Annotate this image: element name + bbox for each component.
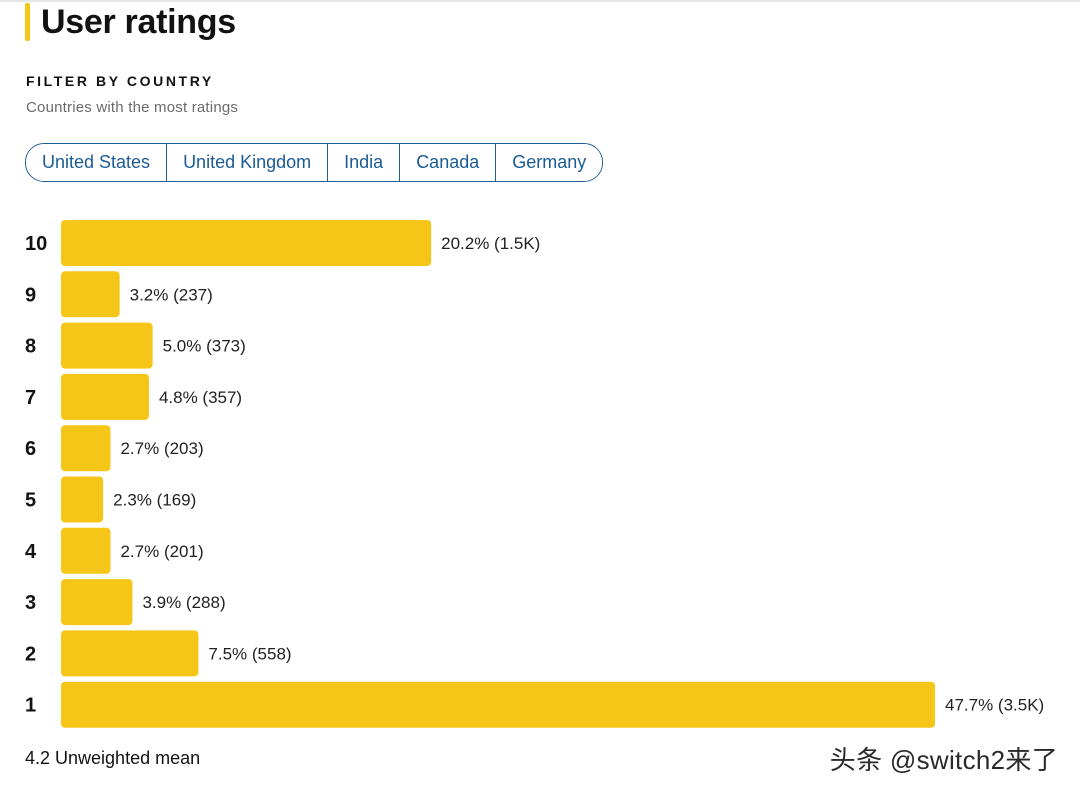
rating-bar-6[interactable] xyxy=(61,425,111,472)
rating-bar-7[interactable] xyxy=(61,373,149,420)
top-divider xyxy=(0,0,1080,2)
country-button-india[interactable]: India xyxy=(328,144,401,181)
rating-label-10: 10 xyxy=(25,233,47,255)
filter-heading: FILTER BY COUNTRY xyxy=(26,73,214,89)
rating-label-5: 5 xyxy=(25,490,36,512)
rating-label-1: 1 xyxy=(25,695,36,717)
country-filter-group: United States United Kingdom India Canad… xyxy=(25,143,604,182)
rating-label-3: 3 xyxy=(25,592,36,614)
value-label-9: 3.2% (237) xyxy=(130,285,213,304)
country-button-canada[interactable]: Canada xyxy=(400,144,497,181)
rating-label-6: 6 xyxy=(25,438,36,460)
value-label-6: 2.7% (203) xyxy=(120,439,203,458)
value-label-10: 20.2% (1.5K) xyxy=(441,234,540,253)
rating-bar-5[interactable] xyxy=(61,476,104,523)
country-button-united-kingdom[interactable]: United Kingdom xyxy=(167,144,329,181)
rating-bar-1[interactable] xyxy=(61,681,935,728)
value-label-3: 3.9% (288) xyxy=(142,593,225,612)
unweighted-mean: 4.2 Unweighted mean xyxy=(25,748,201,768)
rating-label-2: 2 xyxy=(25,643,36,665)
rating-label-4: 4 xyxy=(25,541,37,563)
rating-label-9: 9 xyxy=(25,284,36,306)
rating-bar-3[interactable] xyxy=(61,579,133,626)
value-label-5: 2.3% (169) xyxy=(113,491,196,510)
page-title: User ratings xyxy=(41,2,236,41)
value-label-7: 4.8% (357) xyxy=(159,388,242,407)
rating-bar-8[interactable] xyxy=(61,322,153,369)
rating-bar-2[interactable] xyxy=(61,630,199,677)
title-block: User ratings xyxy=(25,2,236,42)
title-accent-bar xyxy=(25,3,30,41)
rating-bar-4[interactable] xyxy=(61,527,111,574)
rating-bar-9[interactable] xyxy=(61,271,120,318)
rating-label-7: 7 xyxy=(25,387,36,409)
value-label-2: 7.5% (558) xyxy=(208,644,291,663)
filter-subheading: Countries with the most ratings xyxy=(26,99,239,116)
country-button-germany[interactable]: Germany xyxy=(496,144,603,181)
value-label-1: 47.7% (3.5K) xyxy=(945,696,1044,715)
rating-bar-10[interactable] xyxy=(61,220,432,266)
rating-label-8: 8 xyxy=(25,336,36,358)
country-button-united-states[interactable]: United States xyxy=(26,144,168,181)
value-label-8: 5.0% (373) xyxy=(163,337,246,356)
watermark-text: 头条 @switch2来了 xyxy=(829,745,1058,775)
value-label-4: 2.7% (201) xyxy=(120,542,203,561)
